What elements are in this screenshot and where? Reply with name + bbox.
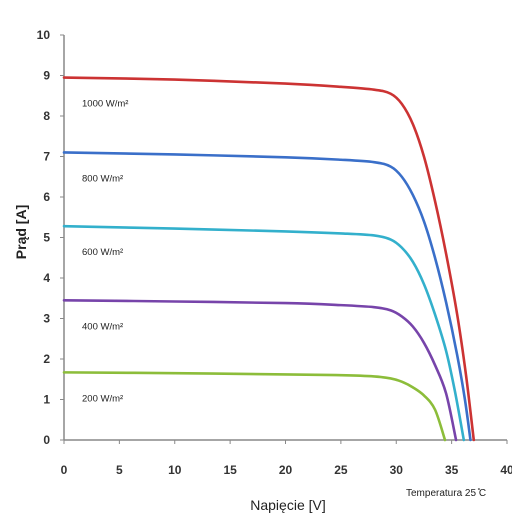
x-tick-label: 15 [223,463,237,477]
y-tick-label: 7 [43,150,50,164]
y-tick-label: 2 [43,352,50,366]
y-tick-label: 1 [43,393,50,407]
x-axis-label: Napięcie [V] [250,497,325,513]
y-tick-label: 9 [43,69,50,83]
series-line-2 [62,224,466,442]
series-line-4 [62,371,447,442]
series-label-0: 1000 W/m² [82,99,128,110]
y-tick-label: 10 [37,28,51,42]
series-line-1 [62,151,472,442]
y-tick-label: 0 [43,433,50,447]
y-tick-label: 5 [43,231,50,245]
y-tick-label: 6 [43,190,50,204]
x-tick-label: 5 [116,463,123,477]
x-tick-label: 35 [445,463,459,477]
y-tick-label: 4 [43,271,50,285]
x-tick-label: 10 [168,463,182,477]
y-tick-label: 3 [43,312,50,326]
x-tick-label: 30 [390,463,404,477]
temperature-note: Temperatura 25 ̊C [406,486,486,499]
x-tick-label: 20 [279,463,293,477]
curves [62,76,476,442]
x-tick-label: 40 [500,463,512,477]
series-label-1: 800 W/m² [82,173,123,184]
x-tick-label: 0 [61,463,68,477]
series-label-4: 200 W/m² [82,393,123,404]
y-axis-label: Prąd [A] [13,205,29,259]
curve-labels: 1000 W/m² 800 W/m² 600 W/m² 400 W/m² 200 W/m… [82,99,128,405]
series-label-2: 600 W/m² [82,247,123,258]
series-label-3: 400 W/m² [82,321,123,332]
series-line-3 [62,298,458,442]
x-tick-label: 25 [334,463,348,477]
axes: 0 1 2 3 4 5 6 7 8 9 10 0 5 10 15 20 25 30 35 40 [37,28,512,477]
y-tick-label: 8 [43,109,50,123]
series-line-0 [62,76,476,442]
